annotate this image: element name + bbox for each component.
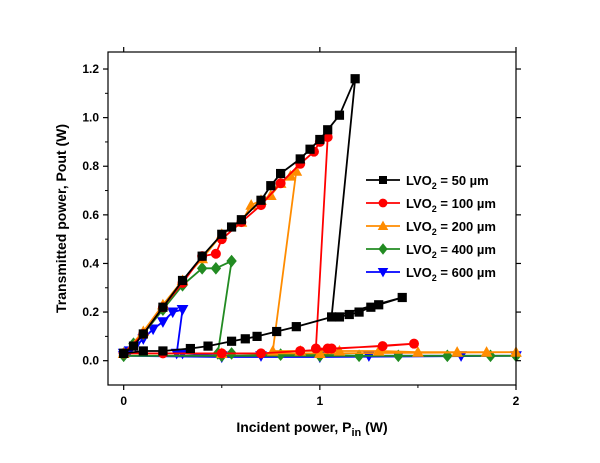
data-point-circle [408,338,419,349]
data-point-circle [295,345,306,356]
y-tick-label: 1.0 [82,111,99,125]
data-point-triangle-up [480,346,493,357]
data-point-square [138,346,148,356]
x-tick-label: 1 [317,394,324,408]
chart-legend: LVO2 = 50 µm LVO2 = 100 µm LVO2 = 200 µm LV… [366,173,496,283]
data-point-square [226,222,237,232]
legend-item: LVO2 = 400 µm [366,242,496,260]
data-point-circle [255,348,266,359]
data-point-diamond [378,243,388,255]
legend-label: LVO2 = 200 µm [406,219,496,237]
data-point-square [138,329,148,339]
data-point-square [252,331,262,341]
data-point-diamond [196,261,208,275]
data-point-square [344,309,354,320]
data-point-square [374,300,384,310]
data-point-diamond [210,261,222,275]
data-point-square [197,251,207,261]
data-point-square [226,336,237,346]
data-point-square [334,312,345,322]
data-point-square [203,341,213,351]
data-point-square [291,322,301,332]
data-point-circle [210,248,221,259]
data-point-square [266,181,276,191]
data-point-square [323,125,333,135]
y-tick-label: 0.2 [82,305,99,319]
data-point-square [217,229,227,239]
data-point-square [366,302,376,312]
chart-axes: 0 1 2 0.0 0.2 0.4 0.6 0.8 1.0 1.2 [82,47,521,408]
chart-series-layer [117,74,522,364]
data-point-diamond [226,254,237,268]
y-tick-label: 1.2 [82,62,99,76]
data-point-circle [326,343,337,354]
legend-label: LVO2 = 100 µm [406,196,496,214]
data-point-square [327,312,337,322]
x-tick-label: 0 [120,394,127,408]
data-point-square [350,74,360,84]
legend-label: LVO2 = 600 µm [406,265,496,283]
data-point-triangle-down [176,305,189,316]
data-point-square [236,215,246,225]
data-point-square [276,168,286,179]
x-axis-title: Incident power, Pin (W) [236,419,387,439]
data-point-square [256,195,266,205]
legend-item: LVO2 = 100 µm [366,196,496,214]
data-point-square [272,326,282,337]
y-axis-title: Transmitted power, Pout (W) [53,124,69,313]
data-point-circle [377,341,388,352]
data-point-triangle-up [245,199,258,210]
data-point-triangle-up [333,344,346,356]
data-point-circle [378,198,388,208]
data-point-triangle-down [377,267,389,278]
data-point-square [240,334,250,344]
data-point-square [158,346,168,356]
data-point-square [185,343,195,354]
data-point-triangle-down [147,324,159,336]
data-point-square [397,292,407,303]
data-point-circle [216,348,227,359]
data-point-circle [310,343,321,354]
legend-label: LVO2 = 400 µm [406,242,496,260]
y-tick-label: 0.6 [82,208,99,222]
legend-item: LVO2 = 50 µm [366,173,489,191]
data-point-square [315,134,325,145]
plot-frame [107,51,517,386]
data-point-square [354,307,364,317]
legend-item: LVO2 = 200 µm [366,219,496,237]
x-tick-label: 2 [513,394,520,408]
data-point-square [119,348,129,359]
legend-label: LVO2 = 50 µm [406,173,489,191]
y-tick-label: 0.0 [82,354,99,368]
data-point-triangle-up [412,346,424,357]
y-tick-label: 0.4 [82,256,99,270]
data-point-triangle-up [377,220,389,231]
data-point-square [305,144,315,154]
data-point-square [378,175,387,184]
data-point-square [334,110,345,120]
series-0 [119,74,407,359]
y-tick-label: 0.8 [82,159,99,173]
data-point-triangle-down [157,317,169,328]
data-point-triangle-up [451,346,464,357]
data-point-square [177,275,188,286]
legend-item: LVO2 = 600 µm [366,265,496,283]
data-point-square [158,302,168,312]
data-point-square [128,341,139,351]
series-line [123,135,415,355]
data-point-circle [275,178,286,189]
data-point-triangle-down [166,307,179,319]
data-point-square [295,154,305,164]
